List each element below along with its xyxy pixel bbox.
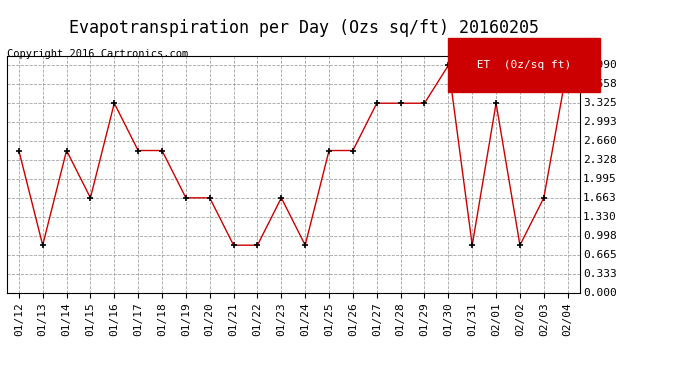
Text: 3.325: 3.325 [583, 98, 617, 108]
Text: Evapotranspiration per Day (Ozs sq/ft) 20160205: Evapotranspiration per Day (Ozs sq/ft) 2… [68, 19, 539, 37]
Text: 2.993: 2.993 [583, 117, 617, 127]
Text: 2.328: 2.328 [583, 155, 617, 165]
Text: 1.330: 1.330 [583, 212, 617, 222]
Text: 3.658: 3.658 [583, 79, 617, 89]
Text: 0.333: 0.333 [583, 268, 617, 279]
Text: 0.000: 0.000 [583, 288, 617, 297]
Text: 1.663: 1.663 [583, 193, 617, 203]
Text: 2.660: 2.660 [583, 136, 617, 146]
Text: 0.665: 0.665 [583, 250, 617, 259]
Text: 3.990: 3.990 [583, 60, 617, 70]
Text: Copyright 2016 Cartronics.com: Copyright 2016 Cartronics.com [7, 49, 188, 59]
Text: 0.998: 0.998 [583, 231, 617, 241]
Text: 1.995: 1.995 [583, 174, 617, 184]
Text: ET  (0z/sq ft): ET (0z/sq ft) [470, 60, 578, 70]
